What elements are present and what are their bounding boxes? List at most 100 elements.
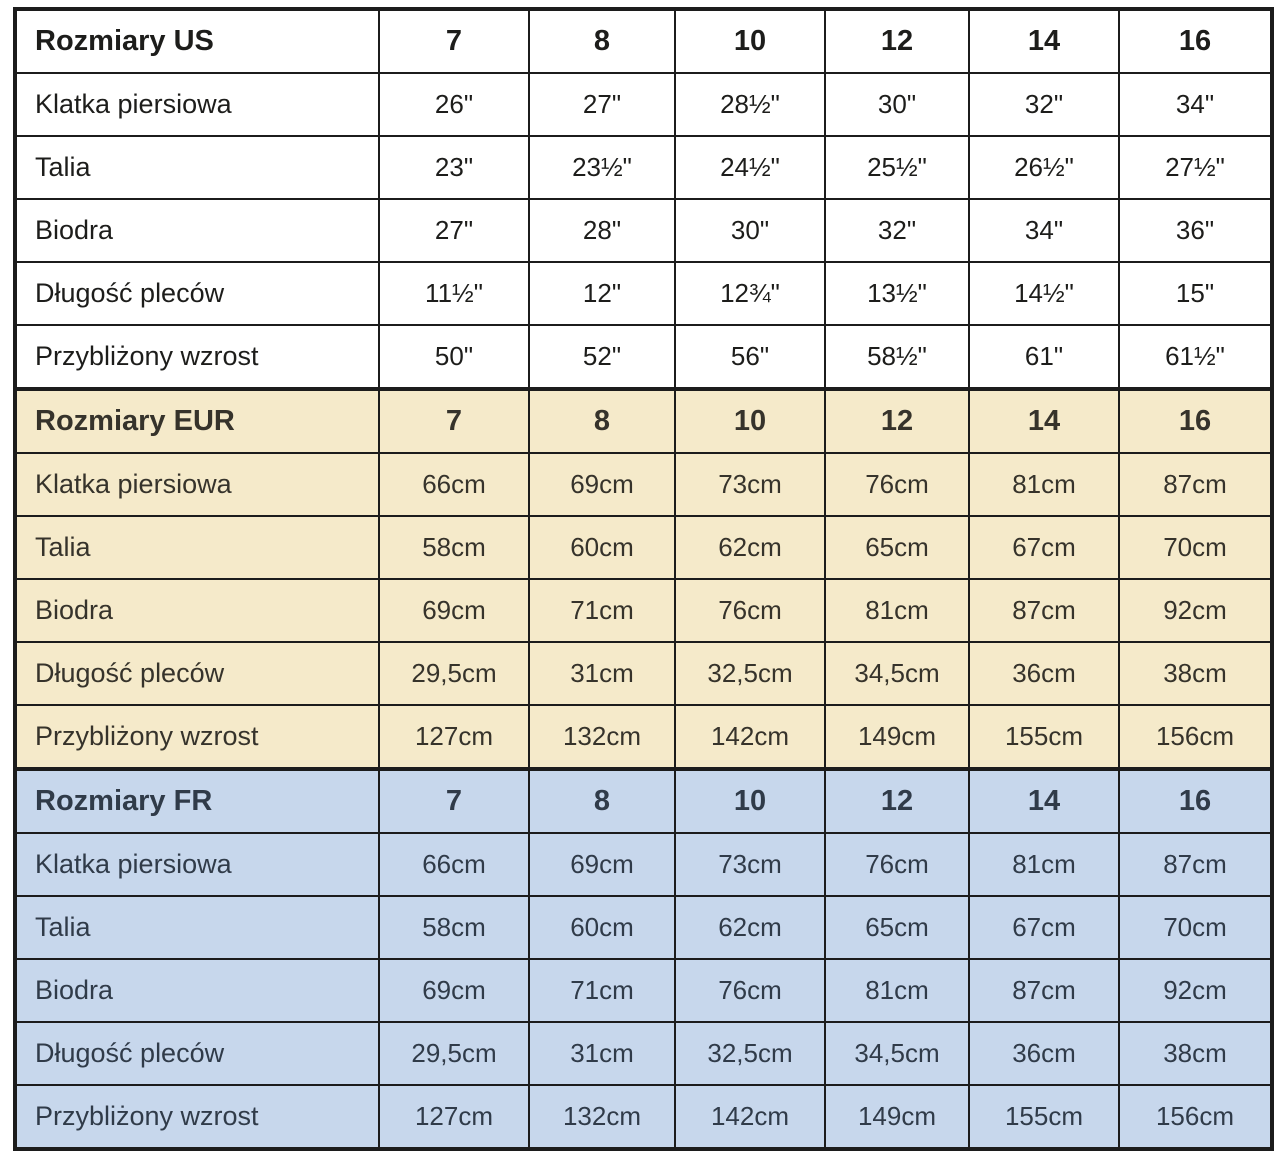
value-cell: 14½" — [968, 261, 1120, 326]
section-header-row-fr: Rozmiary FR 7 8 10 12 14 16 — [14, 768, 1273, 834]
value-cell: 32" — [968, 72, 1120, 137]
table-row: Przybliżony wzrost 127cm 132cm 142cm 149cm 15… — [14, 704, 1273, 770]
section-title-eur: Rozmiary EUR — [14, 388, 380, 454]
size-column-header: 7 — [378, 768, 530, 834]
row-label: Długość pleców — [14, 641, 380, 706]
value-cell: 73cm — [674, 452, 826, 517]
value-cell: 69cm — [528, 452, 676, 517]
value-cell: 25½" — [824, 135, 970, 200]
value-cell: 155cm — [968, 1084, 1120, 1150]
value-cell: 87cm — [968, 958, 1120, 1023]
value-cell: 36" — [1118, 198, 1273, 263]
value-cell: 58cm — [378, 895, 530, 960]
size-column-header: 7 — [378, 8, 530, 74]
value-cell: 50" — [378, 324, 530, 390]
size-column-header: 12 — [824, 8, 970, 74]
value-cell: 87cm — [1118, 452, 1273, 517]
value-cell: 142cm — [674, 1084, 826, 1150]
table-row: Długość pleców 29,5cm 31cm 32,5cm 34,5cm 36cm… — [14, 1021, 1273, 1086]
value-cell: 31cm — [528, 641, 676, 706]
row-label: Talia — [14, 895, 380, 960]
value-cell: 65cm — [824, 895, 970, 960]
value-cell: 156cm — [1118, 704, 1273, 770]
value-cell: 27" — [378, 198, 530, 263]
value-cell: 156cm — [1118, 1084, 1273, 1150]
value-cell: 69cm — [378, 958, 530, 1023]
row-label: Przybliżony wzrost — [14, 324, 380, 390]
row-label: Biodra — [14, 578, 380, 643]
table-row: Klatka piersiowa 26" 27" 28½" 30" 32" 34" — [14, 72, 1273, 137]
value-cell: 58½" — [824, 324, 970, 390]
value-cell: 76cm — [824, 452, 970, 517]
table-row: Długość pleców 11½" 12" 12¾" 13½" 14½" 15" — [14, 261, 1273, 326]
table-row: Klatka piersiowa 66cm 69cm 73cm 76cm 81cm 87cm — [14, 832, 1273, 897]
value-cell: 27½" — [1118, 135, 1273, 200]
value-cell: 31cm — [528, 1021, 676, 1086]
value-cell: 15" — [1118, 261, 1273, 326]
table-row: Talia 58cm 60cm 62cm 65cm 67cm 70cm — [14, 895, 1273, 960]
table-row: Biodra 27" 28" 30" 32" 34" 36" — [14, 198, 1273, 263]
size-column-header: 16 — [1118, 768, 1273, 834]
section-title-us: Rozmiary US — [14, 8, 380, 74]
value-cell: 11½" — [378, 261, 530, 326]
size-column-header: 16 — [1118, 8, 1273, 74]
value-cell: 26½" — [968, 135, 1120, 200]
value-cell: 30" — [674, 198, 826, 263]
value-cell: 34" — [968, 198, 1120, 263]
row-label: Klatka piersiowa — [14, 452, 380, 517]
section-eur: Rozmiary EUR 7 8 10 12 14 16 Klatka piersiowa 66… — [14, 388, 1273, 770]
value-cell: 132cm — [528, 1084, 676, 1150]
table-row: Klatka piersiowa 66cm 69cm 73cm 76cm 81cm 87cm — [14, 452, 1273, 517]
row-label: Biodra — [14, 958, 380, 1023]
value-cell: 24½" — [674, 135, 826, 200]
value-cell: 56" — [674, 324, 826, 390]
value-cell: 69cm — [378, 578, 530, 643]
value-cell: 34,5cm — [824, 641, 970, 706]
value-cell: 34,5cm — [824, 1021, 970, 1086]
value-cell: 81cm — [824, 958, 970, 1023]
row-label: Talia — [14, 135, 380, 200]
value-cell: 26" — [378, 72, 530, 137]
value-cell: 81cm — [824, 578, 970, 643]
value-cell: 52" — [528, 324, 676, 390]
section-header-row-us: Rozmiary US 7 8 10 12 14 16 — [14, 8, 1273, 74]
table-row: Długość pleców 29,5cm 31cm 32,5cm 34,5cm 36cm… — [14, 641, 1273, 706]
value-cell: 38cm — [1118, 641, 1273, 706]
value-cell: 60cm — [528, 895, 676, 960]
row-label: Długość pleców — [14, 1021, 380, 1086]
value-cell: 29,5cm — [378, 1021, 530, 1086]
value-cell: 58cm — [378, 515, 530, 580]
size-column-header: 14 — [968, 768, 1120, 834]
value-cell: 71cm — [528, 958, 676, 1023]
size-column-header: 14 — [968, 388, 1120, 454]
table-row: Biodra 69cm 71cm 76cm 81cm 87cm 92cm — [14, 958, 1273, 1023]
value-cell: 67cm — [968, 895, 1120, 960]
value-cell: 32,5cm — [674, 641, 826, 706]
value-cell: 32,5cm — [674, 1021, 826, 1086]
row-label: Klatka piersiowa — [14, 832, 380, 897]
table-row: Talia 58cm 60cm 62cm 65cm 67cm 70cm — [14, 515, 1273, 580]
size-column-header: 16 — [1118, 388, 1273, 454]
value-cell: 29,5cm — [378, 641, 530, 706]
value-cell: 142cm — [674, 704, 826, 770]
value-cell: 92cm — [1118, 578, 1273, 643]
value-cell: 60cm — [528, 515, 676, 580]
size-chart-table: Rozmiary US 7 8 10 12 14 16 Klatka piersiowa 26"… — [13, 7, 1274, 1151]
value-cell: 38cm — [1118, 1021, 1273, 1086]
size-column-header: 8 — [528, 388, 676, 454]
value-cell: 23½" — [528, 135, 676, 200]
value-cell: 36cm — [968, 641, 1120, 706]
size-column-header: 10 — [674, 388, 826, 454]
value-cell: 127cm — [378, 704, 530, 770]
value-cell: 87cm — [1118, 832, 1273, 897]
value-cell: 71cm — [528, 578, 676, 643]
value-cell: 73cm — [674, 832, 826, 897]
value-cell: 149cm — [824, 704, 970, 770]
value-cell: 76cm — [674, 578, 826, 643]
value-cell: 12" — [528, 261, 676, 326]
table-row: Przybliżony wzrost 127cm 132cm 142cm 149cm 15… — [14, 1084, 1273, 1150]
size-column-header: 14 — [968, 8, 1120, 74]
size-column-header: 12 — [824, 388, 970, 454]
table-row: Biodra 69cm 71cm 76cm 81cm 87cm 92cm — [14, 578, 1273, 643]
value-cell: 23" — [378, 135, 530, 200]
